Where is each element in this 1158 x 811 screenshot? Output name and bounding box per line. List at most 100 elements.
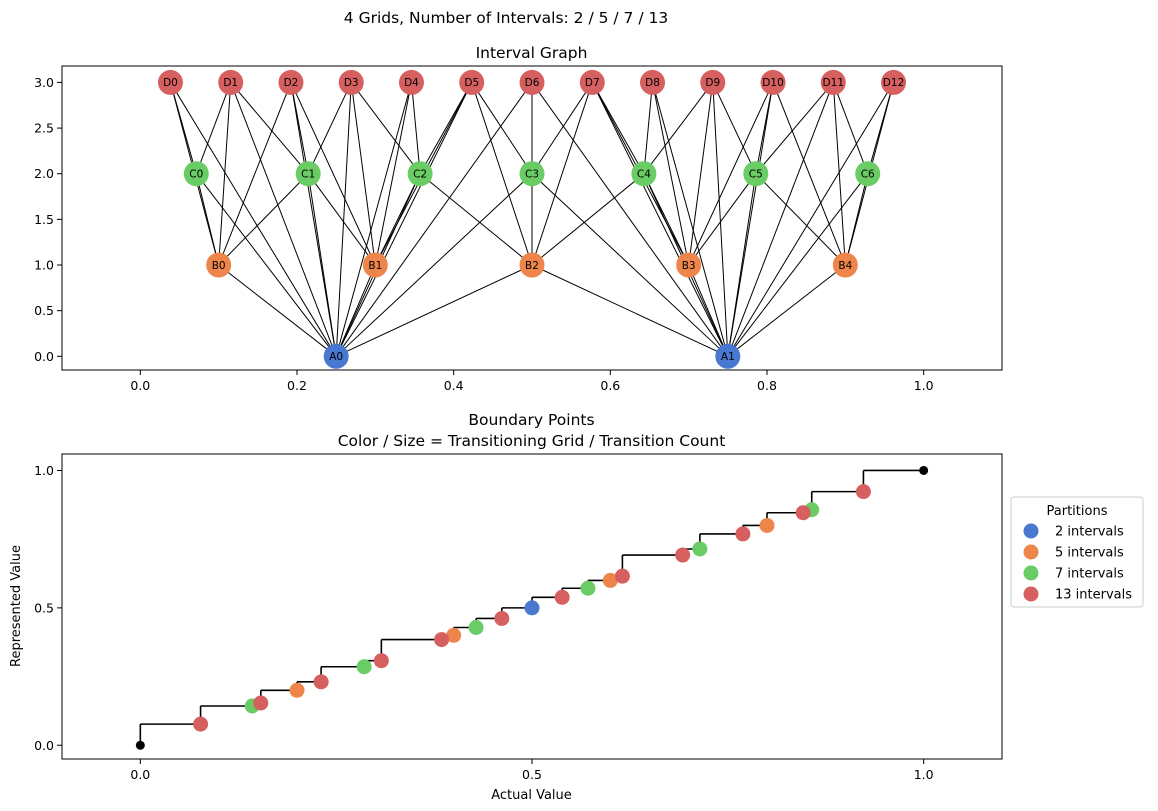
y-tick-label: 0.0 bbox=[34, 349, 54, 364]
graph-node-marker bbox=[832, 252, 858, 278]
boundary-points-chart: Boundary Points Color / Size = Transitio… bbox=[9, 411, 1144, 803]
graph-edge bbox=[290, 82, 337, 357]
y-tick-label: 1.0 bbox=[34, 463, 54, 478]
graph-node: D7 bbox=[579, 69, 605, 95]
graph-edge bbox=[230, 82, 337, 357]
graph-edge bbox=[307, 173, 376, 266]
graph-edge bbox=[290, 82, 309, 174]
graph-node-label: C3 bbox=[525, 169, 539, 181]
graph-node: D0 bbox=[157, 69, 183, 95]
graph-node-marker bbox=[743, 161, 769, 187]
graph-node: C5 bbox=[743, 161, 769, 187]
graph-node-marker bbox=[855, 161, 881, 187]
boundary-point bbox=[692, 541, 708, 557]
graph-node-marker bbox=[362, 252, 388, 278]
graph-node: D1 bbox=[218, 69, 244, 95]
graph-edge bbox=[531, 82, 593, 266]
graph-node-label: D5 bbox=[464, 77, 479, 89]
graph-node-marker bbox=[700, 69, 726, 95]
y-tick-label: 3.0 bbox=[34, 75, 54, 90]
graph-node-marker bbox=[760, 69, 786, 95]
x-tick-label: 0.2 bbox=[287, 378, 307, 393]
graph-node-label: D6 bbox=[525, 77, 540, 89]
legend-title: Partitions bbox=[1047, 504, 1108, 519]
graph-node-label: D11 bbox=[823, 77, 844, 89]
graph-edge bbox=[832, 82, 869, 174]
graph-edge bbox=[688, 82, 714, 266]
graph-edge bbox=[410, 82, 421, 174]
graph-node-label: D8 bbox=[645, 77, 660, 89]
graph-node-marker bbox=[323, 343, 349, 369]
legend-marker bbox=[1023, 523, 1039, 539]
boundary-markers bbox=[135, 465, 929, 750]
legend-box bbox=[1010, 496, 1144, 608]
figure-suptitle: 4 Grids, Number of Intervals: 2 / 5 / 7 … bbox=[344, 9, 668, 27]
boundary-point bbox=[373, 653, 389, 669]
graph-edge bbox=[531, 82, 729, 357]
graph-node-marker bbox=[218, 69, 244, 95]
graph-node: D10 bbox=[760, 69, 786, 95]
graph-node-marker bbox=[676, 252, 702, 278]
y-tick-label: 1.5 bbox=[34, 212, 54, 227]
graph-edge bbox=[335, 264, 533, 357]
boundary-points-title: Boundary Points bbox=[468, 411, 594, 429]
interval-graph-x-ticks: 0.0 0.2 0.4 0.6 0.8 1.0 bbox=[130, 370, 934, 393]
y-tick-label: 2.5 bbox=[34, 121, 54, 136]
graph-node-marker bbox=[881, 69, 907, 95]
graph-edge bbox=[727, 82, 894, 357]
graph-node: B3 bbox=[676, 252, 702, 278]
graph-edge bbox=[307, 82, 352, 174]
legend-item: 7 intervals bbox=[1023, 565, 1124, 582]
graph-node-marker bbox=[278, 69, 304, 95]
graph-node-label: A1 bbox=[721, 351, 735, 363]
graph-edge bbox=[727, 173, 869, 357]
x-tick-label: 1.0 bbox=[914, 378, 934, 393]
graph-edge bbox=[712, 82, 729, 357]
graph-node: D2 bbox=[278, 69, 304, 95]
legend-item: 5 intervals bbox=[1023, 544, 1124, 561]
graph-node-label: C1 bbox=[301, 169, 315, 181]
legend-item: 13 intervals bbox=[1023, 586, 1132, 603]
x-tick-label: 0.4 bbox=[444, 378, 464, 393]
graph-edge bbox=[652, 82, 690, 266]
graph-edge bbox=[218, 173, 309, 266]
boundary-point bbox=[554, 589, 570, 605]
graph-node: C6 bbox=[855, 161, 881, 187]
graph-node: A1 bbox=[715, 343, 741, 369]
x-axis-label: Actual Value bbox=[491, 788, 572, 803]
y-tick-label: 0.5 bbox=[34, 600, 54, 615]
graph-edges bbox=[169, 82, 895, 357]
boundary-point bbox=[446, 627, 462, 643]
y-tick-label: 2.0 bbox=[34, 166, 54, 181]
endpoint-marker bbox=[135, 740, 145, 750]
graph-node: C0 bbox=[183, 161, 209, 187]
graph-node-marker bbox=[183, 161, 209, 187]
graph-node-label: A0 bbox=[329, 351, 343, 363]
graph-node: D3 bbox=[338, 69, 364, 95]
graph-edge bbox=[335, 82, 412, 357]
graph-node: B0 bbox=[206, 252, 232, 278]
graph-edge bbox=[772, 82, 846, 266]
graph-edge bbox=[290, 82, 376, 266]
y-tick-label: 0.0 bbox=[34, 738, 54, 753]
graph-node-label: C0 bbox=[189, 169, 203, 181]
graph-nodes: A0 A1 B0 B1 B2 B3 B4 C0 C1 C2 C3 C4 C5 C6 D0 D1 D2 D3 D4 D5… bbox=[157, 69, 907, 369]
x-tick-label: 0.0 bbox=[130, 378, 150, 393]
boundary-point bbox=[735, 526, 751, 542]
graph-edge bbox=[195, 173, 337, 357]
graph-node-label: D1 bbox=[223, 77, 238, 89]
graph-node: D5 bbox=[459, 69, 485, 95]
graph-edge bbox=[591, 82, 729, 357]
graph-edge bbox=[218, 264, 337, 357]
graph-node: D8 bbox=[640, 69, 666, 95]
interval-graph-frame bbox=[61, 65, 1003, 371]
boundary-point bbox=[193, 716, 209, 732]
boundary-point bbox=[614, 568, 630, 584]
boundary-point bbox=[468, 619, 484, 635]
graph-edge bbox=[374, 82, 412, 266]
graph-edge bbox=[531, 173, 645, 266]
graph-edge bbox=[350, 82, 421, 175]
graph-node-label: D12 bbox=[883, 77, 904, 89]
graph-edge bbox=[419, 82, 473, 174]
graph-edge bbox=[374, 173, 421, 266]
